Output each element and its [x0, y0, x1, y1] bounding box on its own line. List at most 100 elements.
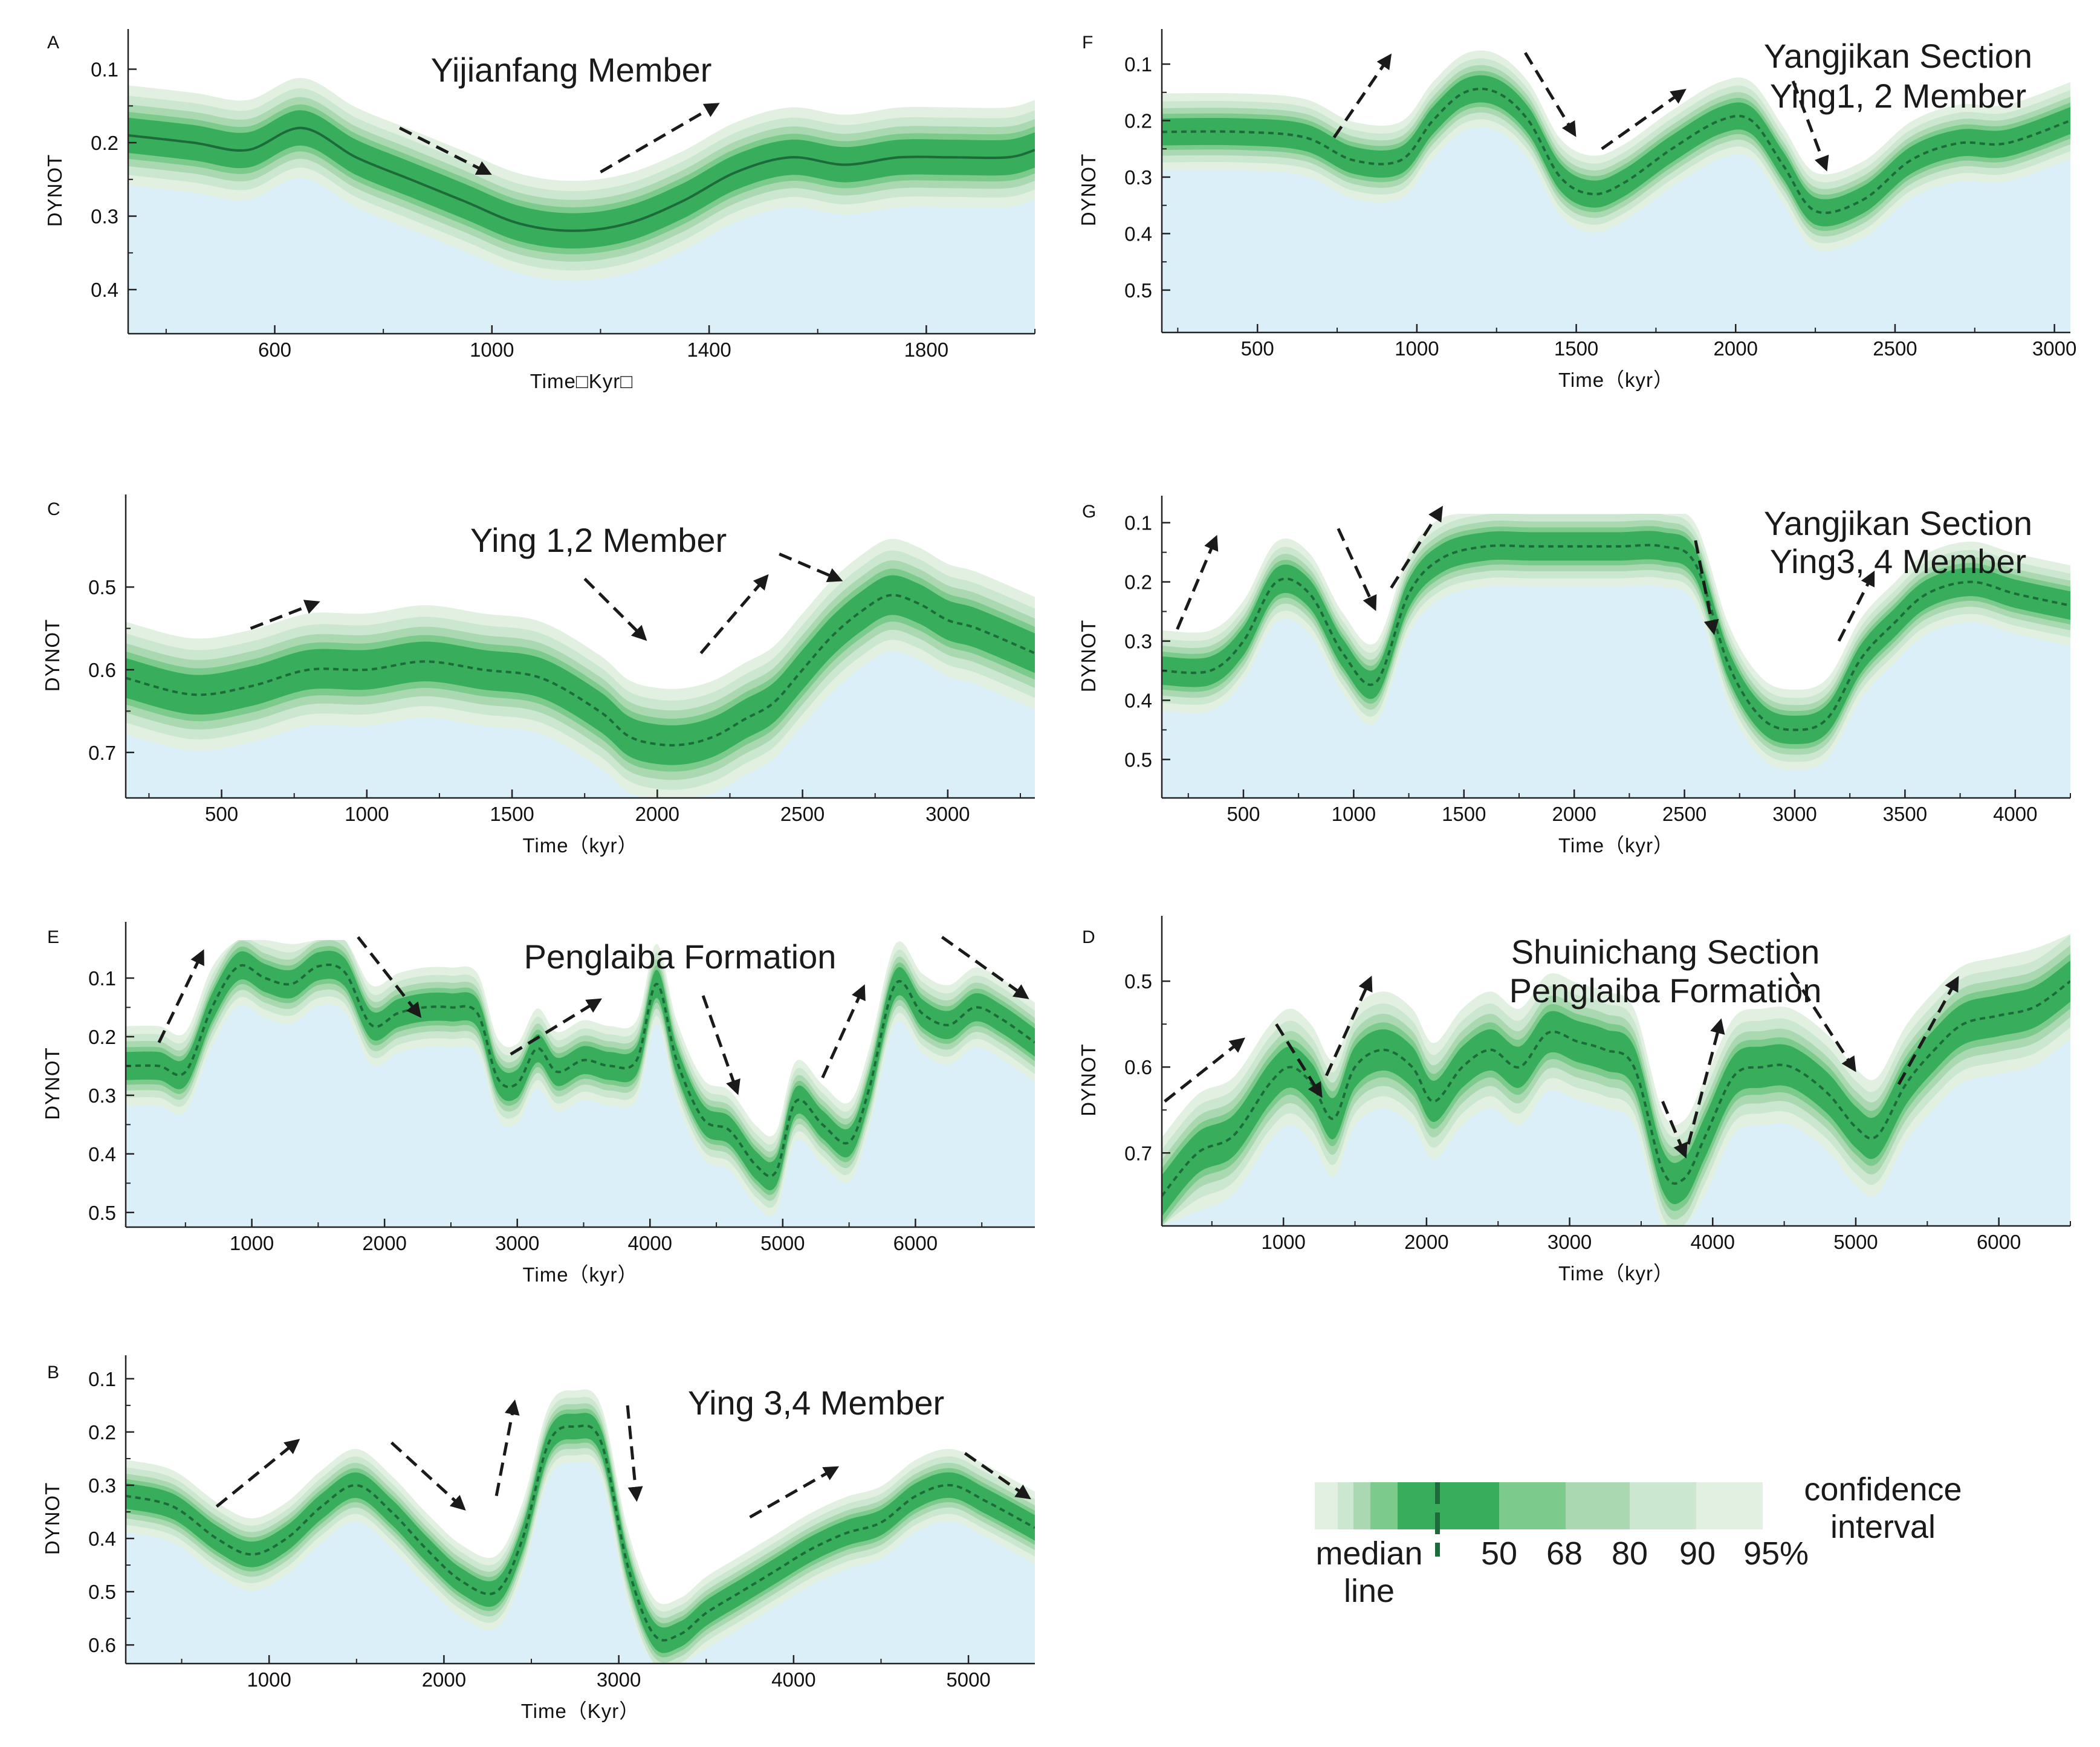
y-tick-label: 0.6: [88, 659, 116, 681]
x-tick-label: 2000: [422, 1668, 466, 1691]
y-tick-label: 0.1: [88, 967, 116, 990]
trend-arrow: [964, 1452, 1031, 1500]
legend-swatch-80-left: [1353, 1482, 1370, 1529]
x-tick-label: 1000: [345, 803, 389, 825]
panel-title: Penglaiba Formation: [524, 938, 837, 976]
y-tick-label: 0.1: [91, 58, 118, 80]
panel-title: Yangjikan Section: [1764, 37, 2032, 75]
x-tick-label: 4000: [771, 1668, 815, 1691]
panel-letter: B: [47, 1363, 59, 1382]
trend-arrow: [701, 995, 741, 1095]
x-tick-label: 6000: [1977, 1231, 2021, 1253]
area-fill: [126, 595, 1035, 798]
panel-subtitle: Ying1, 2 Member: [1770, 77, 2026, 115]
chart-panel-a: 0.1 0.2 0.3 0.4 600 1000 1400 1800 Time□Kyr□ DYNO…: [44, 29, 1035, 392]
panel-title: Shuinichang Section: [1511, 933, 1820, 971]
y-tick-label: 0.4: [1124, 689, 1152, 711]
trend-arrow: [1337, 528, 1377, 611]
x-tick-label: 1000: [1395, 337, 1439, 360]
x-tick-label: 3000: [597, 1668, 641, 1691]
legend-swatch-95: [1696, 1482, 1763, 1529]
x-tick-label: 2500: [1873, 337, 1917, 360]
legend-level-50: 50: [1481, 1535, 1517, 1572]
trend-arrow: [626, 1405, 643, 1502]
panel-subtitle: Ying3, 4 Member: [1770, 542, 2026, 580]
trend-arrow: [1176, 534, 1219, 630]
median-line: [1162, 543, 2070, 731]
x-tick-label: 4000: [1691, 1231, 1735, 1253]
x-tick-label: 3000: [495, 1232, 539, 1254]
median-line: [126, 594, 1035, 747]
x-tick-label: 3000: [1547, 1231, 1592, 1253]
legend-swatch-68-left: [1370, 1482, 1398, 1529]
plot-area-f: [1162, 50, 2070, 332]
y-axis-title: DYNOT: [41, 1482, 63, 1555]
panel-title: Ying 1,2 Member: [470, 521, 727, 559]
panel-letter: G: [1082, 502, 1096, 522]
x-tick-label: 6000: [893, 1232, 938, 1254]
panel-letter: D: [1082, 927, 1095, 947]
y-tick-label: 0.5: [88, 1202, 116, 1224]
x-tick-label: 1800: [904, 339, 948, 361]
panels: 0.1 0.2 0.3 0.4 600 1000 1400 1800 Time□Kyr□ DYNO…: [41, 29, 2076, 1722]
median-line: [128, 126, 1035, 232]
chart-panel-d: 0.5 0.6 0.7 1000 2000 3000 4000 5000 6000 Time（ky…: [1077, 916, 2071, 1285]
x-tick-label: 1000: [247, 1668, 291, 1691]
plot-area-a: [128, 77, 1035, 334]
panel-title: Ying 3,4 Member: [688, 1384, 944, 1422]
y-axis-title: DYNOT: [1077, 620, 1100, 693]
legend-level-80: 80: [1612, 1535, 1648, 1572]
trend-arrow: [699, 574, 769, 655]
x-tick-label: 5000: [946, 1668, 990, 1691]
confidence-band-50: [126, 1413, 1035, 1653]
trend-arrow: [1694, 540, 1719, 635]
y-tick-label: 0.3: [91, 206, 118, 228]
panel-title: Yangjikan Section: [1764, 504, 2032, 542]
y-axis-title: DYNOT: [1077, 154, 1100, 227]
y-tick-label: 0.5: [1124, 748, 1152, 771]
chart-panel-c: 0.5 0.6 0.7 500 1000 1500 2000 2500 3000 Time（kyr…: [41, 494, 1035, 857]
y-tick-label: 0.1: [1124, 53, 1152, 76]
y-tick-label: 0.7: [1124, 1142, 1152, 1164]
y-axis-title: DYNOT: [41, 1047, 63, 1120]
legend-median-label-line2: line: [1344, 1573, 1395, 1609]
panel-letter: F: [1082, 33, 1093, 53]
y-tick-label: 0.5: [1124, 970, 1152, 993]
y-tick-label: 0.4: [88, 1143, 116, 1165]
trend-arrow: [1164, 1037, 1246, 1103]
x-tick-label: 2500: [1662, 803, 1706, 825]
y-tick-label: 0.3: [1124, 630, 1152, 653]
confidence-band-80: [126, 560, 1035, 780]
x-tick-label: 2500: [780, 803, 825, 825]
x-tick-label: 1000: [470, 339, 514, 361]
x-tick-label: 4000: [1993, 803, 2037, 825]
x-tick-label: 500: [205, 803, 238, 825]
legend-swatch-90: [1630, 1482, 1696, 1529]
x-tick-label: 2000: [362, 1232, 406, 1254]
y-tick-label: 0.3: [1124, 166, 1152, 189]
y-tick-label: 0.4: [1124, 222, 1152, 245]
legend-level-90: 90: [1679, 1535, 1716, 1572]
trend-arrow: [1790, 971, 1856, 1072]
legend-title-line1: confidence: [1804, 1471, 1962, 1508]
y-tick-label: 0.2: [88, 1026, 116, 1048]
trend-arrow: [357, 936, 422, 1019]
y-tick-label: 0.2: [91, 132, 118, 154]
x-axis-title: Time（kyr）: [522, 834, 638, 857]
trend-arrow: [941, 936, 1029, 999]
y-tick-label: 0.4: [88, 1528, 116, 1550]
trend-arrow: [1524, 52, 1577, 137]
y-axis-title: DYNOT: [1077, 1043, 1100, 1117]
y-tick-label: 0.1: [1124, 512, 1152, 534]
trend-arrow: [398, 126, 492, 175]
y-tick-label: 0.5: [88, 576, 116, 598]
plot-area-e: [126, 940, 1035, 1227]
x-tick-label: 5000: [760, 1232, 805, 1254]
x-tick-label: 1500: [1554, 337, 1598, 360]
x-tick-label: 1500: [1442, 803, 1486, 825]
trend-arrow: [583, 577, 647, 641]
chart-panel-f: 0.1 0.2 0.3 0.4 0.5 500 1000 1500 2000 2500 3000 Ti…: [1077, 29, 2076, 391]
trend-arrow: [510, 998, 602, 1056]
y-tick-label: 0.6: [88, 1634, 116, 1656]
y-tick-label: 0.2: [1124, 571, 1152, 594]
